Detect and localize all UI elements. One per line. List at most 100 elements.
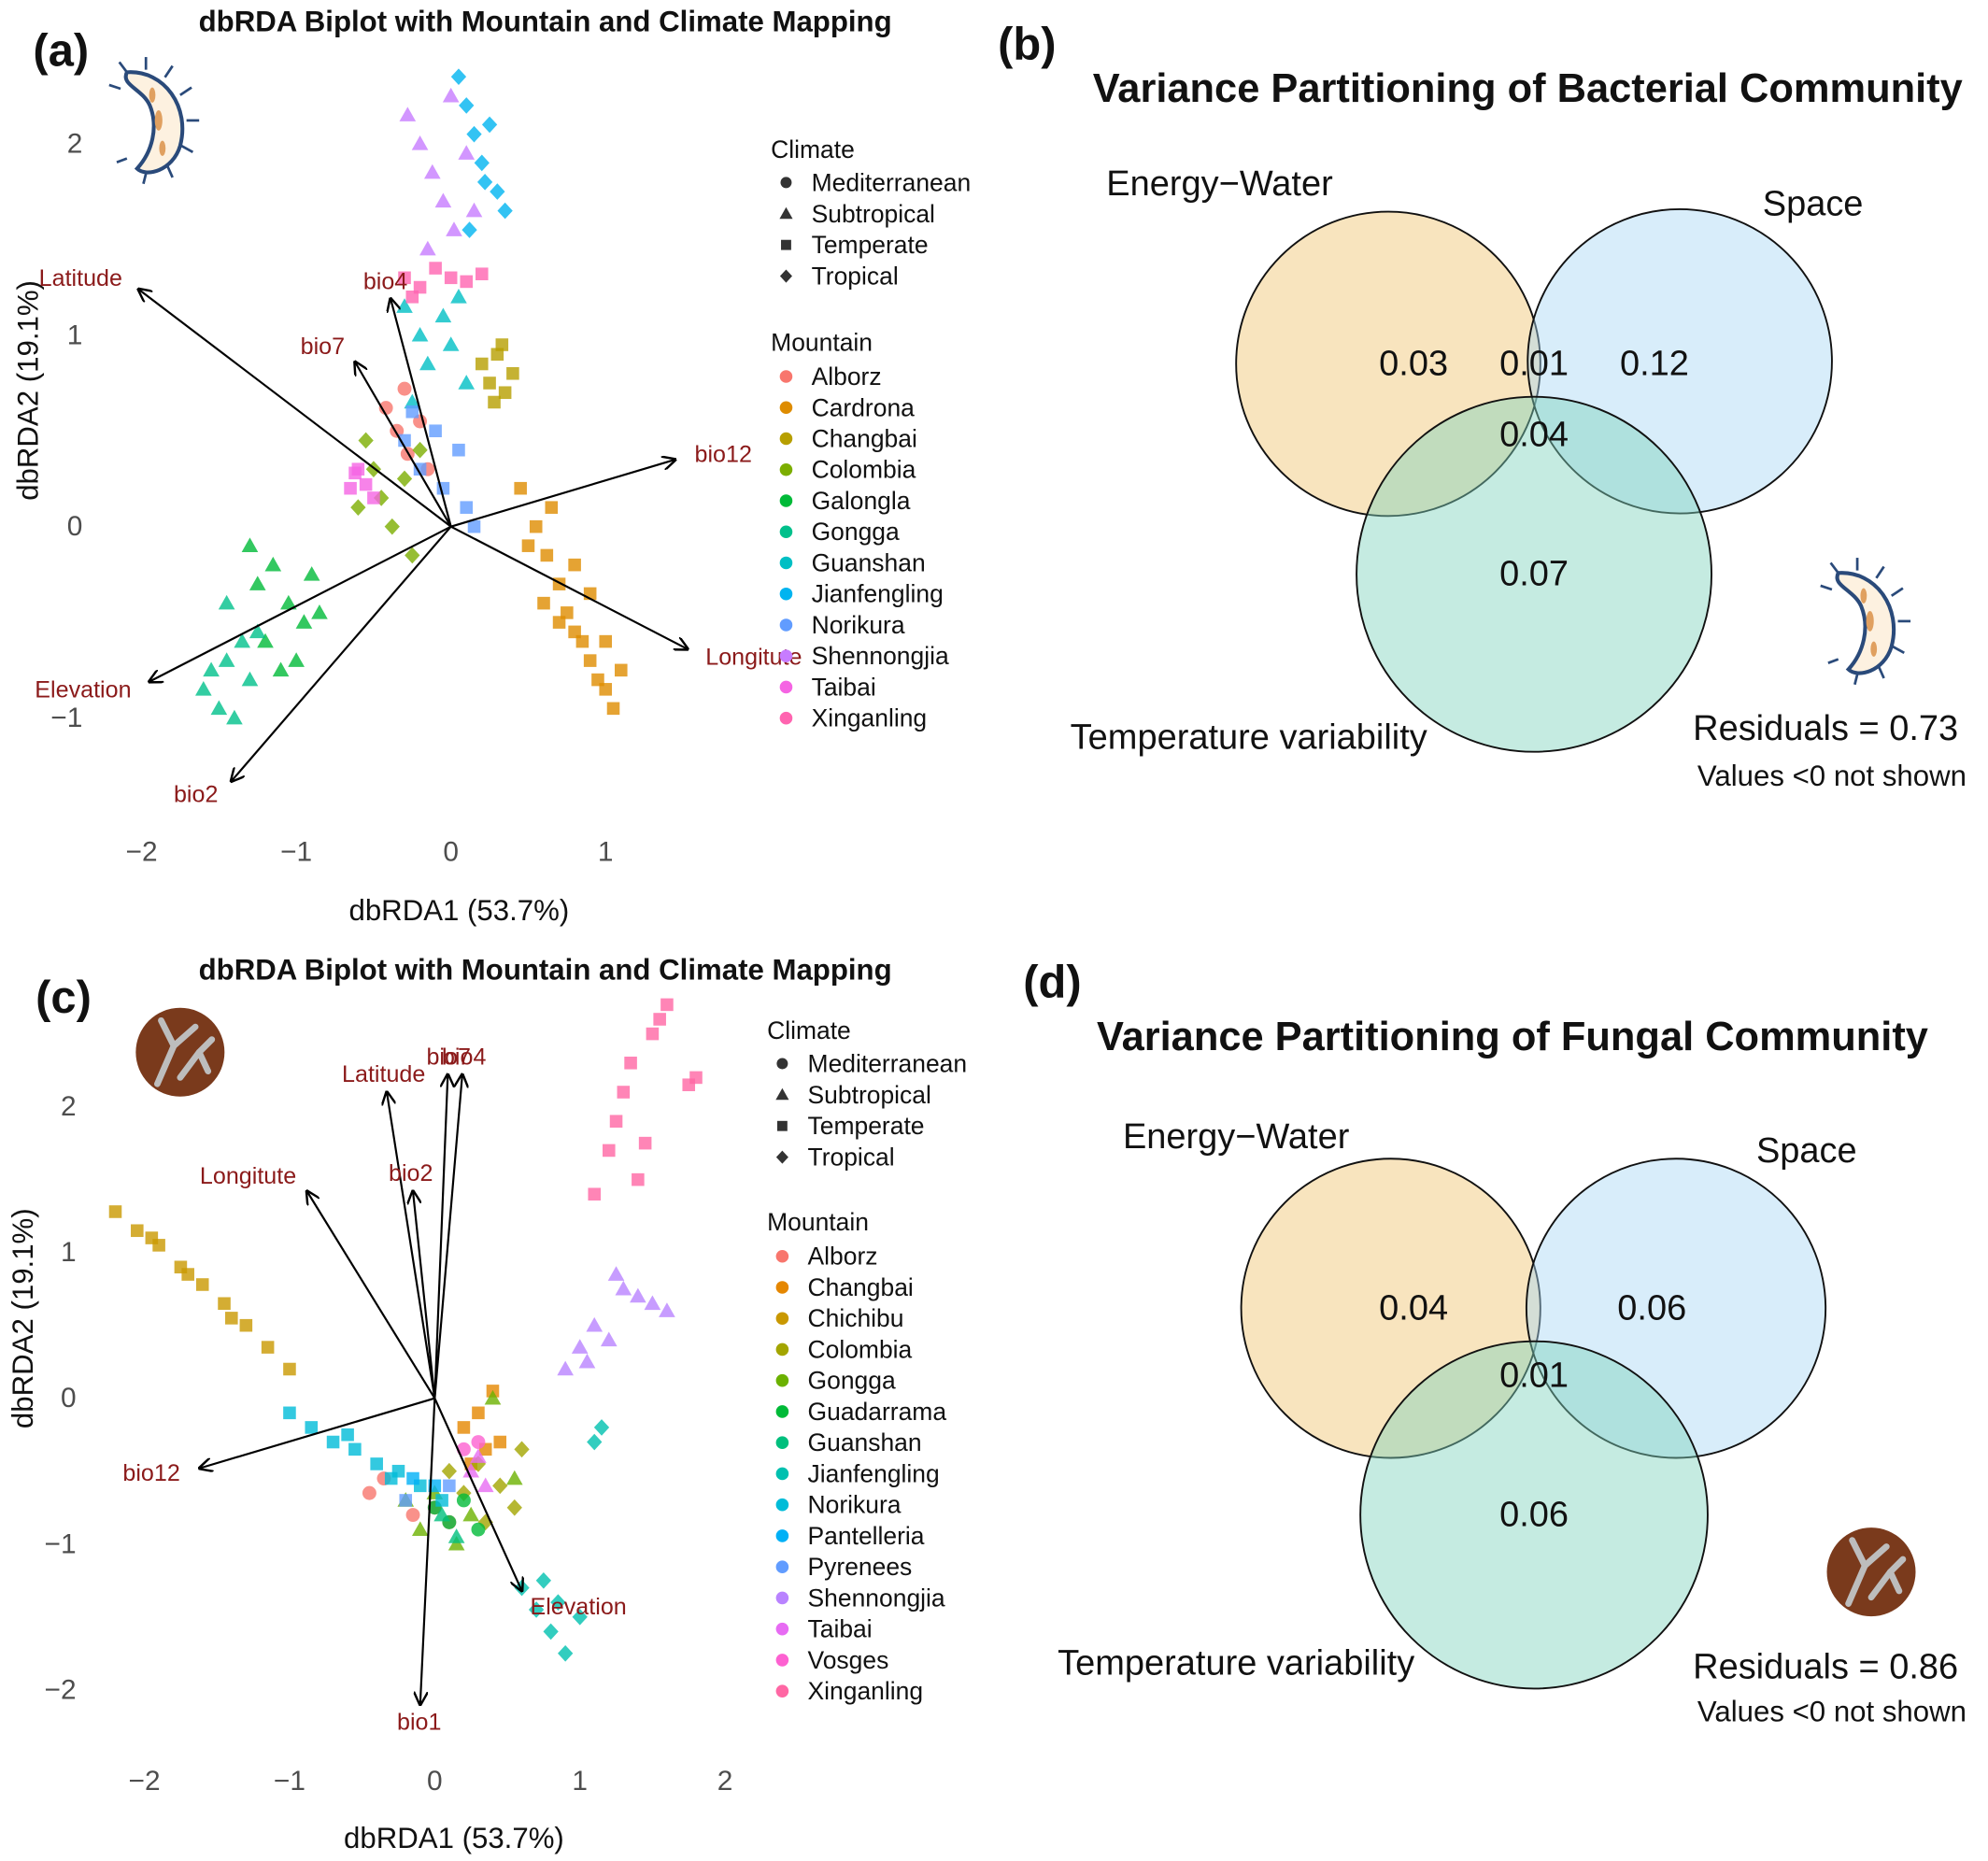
legend-label: Mediterranean xyxy=(808,1049,968,1077)
point xyxy=(288,652,305,667)
point xyxy=(326,1435,340,1449)
chart-title: dbRDA Biplot with Mountain and Climate M… xyxy=(199,6,892,38)
arrow xyxy=(413,1191,436,1399)
arrow xyxy=(433,1074,462,1399)
point xyxy=(441,1462,458,1480)
point xyxy=(575,634,589,648)
point xyxy=(606,702,620,716)
point xyxy=(545,501,559,514)
legend-label: Gongga xyxy=(808,1367,896,1395)
panel-label: (a) xyxy=(33,25,89,76)
point xyxy=(466,125,482,143)
point xyxy=(397,381,412,396)
x-tick-label: 2 xyxy=(717,1766,733,1797)
point xyxy=(514,1579,530,1597)
point xyxy=(405,547,420,564)
point xyxy=(411,135,429,150)
legend-symbol xyxy=(779,269,792,283)
legend-label: Taibai xyxy=(808,1615,873,1643)
venn-circle xyxy=(1525,1158,1827,1459)
legend-symbol xyxy=(779,556,793,570)
point xyxy=(362,1485,376,1500)
point xyxy=(557,1360,574,1376)
point xyxy=(476,267,489,280)
point xyxy=(571,1339,589,1354)
point xyxy=(462,1506,479,1522)
legend-label: Guadarrama xyxy=(808,1398,947,1426)
arrow-label: bio7 xyxy=(301,334,345,360)
legend-symbol xyxy=(775,1622,789,1636)
point xyxy=(561,606,574,619)
arrow-label: Elevation xyxy=(531,1594,627,1620)
point xyxy=(514,1441,530,1458)
arrow xyxy=(390,299,452,527)
point xyxy=(586,1316,604,1332)
point xyxy=(591,673,604,687)
point xyxy=(305,1421,319,1434)
arrow xyxy=(433,1074,447,1399)
legend-symbol xyxy=(776,1120,788,1131)
residuals: Residuals = 0.86 xyxy=(1693,1647,1958,1686)
point xyxy=(444,271,458,285)
point xyxy=(411,1521,429,1536)
legend-label: Guanshan xyxy=(812,548,926,576)
point xyxy=(358,432,374,449)
arrow-label: bio2 xyxy=(174,782,218,808)
arrow-label: bio2 xyxy=(389,1160,433,1186)
legend-label: Tropical xyxy=(808,1144,895,1172)
point xyxy=(344,481,357,495)
legend-title: Mountain xyxy=(771,328,873,356)
legend-symbol xyxy=(779,206,793,220)
legend-label: Jianfengling xyxy=(808,1459,940,1487)
legend-title: Climate xyxy=(767,1016,851,1044)
point xyxy=(540,548,554,562)
point xyxy=(303,566,320,581)
region-value: 0.07 xyxy=(1499,555,1569,594)
legend-label: Temperate xyxy=(808,1112,925,1140)
point xyxy=(470,1448,487,1463)
legend-symbol xyxy=(779,618,793,632)
legend-symbol xyxy=(779,680,793,694)
point xyxy=(481,116,498,134)
legend-symbol xyxy=(776,1058,788,1070)
point xyxy=(587,1433,603,1451)
region-value: 0.03 xyxy=(1379,344,1448,383)
point xyxy=(529,519,543,533)
point xyxy=(241,671,259,687)
point xyxy=(404,393,421,409)
fungus-icon xyxy=(135,1008,224,1097)
point xyxy=(600,1331,618,1347)
point xyxy=(378,401,393,416)
point xyxy=(446,221,462,236)
venn-circle xyxy=(1240,1158,1541,1459)
point xyxy=(359,477,373,491)
point xyxy=(476,1477,494,1493)
region-value: 0.04 xyxy=(1379,1288,1448,1328)
point xyxy=(442,336,460,351)
y-axis-title: dbRDA2 (19.1%) xyxy=(7,1208,39,1428)
region-value: 0.04 xyxy=(1499,415,1569,454)
legend-label: Galongla xyxy=(812,487,911,515)
y-tick-label: 2 xyxy=(67,128,83,159)
legend-symbol xyxy=(779,462,793,476)
venn-circle xyxy=(1359,1340,1709,1690)
legend-symbol xyxy=(775,1560,789,1573)
legend-label: Colombia xyxy=(812,456,916,484)
arrow xyxy=(433,1398,521,1591)
legend-symbol xyxy=(775,1312,789,1326)
legend-label: Jianfengling xyxy=(812,580,944,608)
point xyxy=(459,97,475,114)
region-value: 0.01 xyxy=(1499,1356,1569,1395)
legend-label: Pantelleria xyxy=(808,1522,925,1550)
point xyxy=(632,1172,645,1186)
point xyxy=(568,625,581,639)
y-axis-title: dbRDA2 (19.1%) xyxy=(12,280,45,501)
x-tick-label: 0 xyxy=(443,836,459,867)
point xyxy=(423,163,441,179)
x-tick-label: −1 xyxy=(280,836,312,867)
panel-label: (c) xyxy=(36,973,92,1023)
point xyxy=(498,386,512,400)
point xyxy=(419,240,436,256)
y-tick-label: 0 xyxy=(61,1383,77,1414)
legend-label: Shennongjia xyxy=(808,1584,945,1612)
